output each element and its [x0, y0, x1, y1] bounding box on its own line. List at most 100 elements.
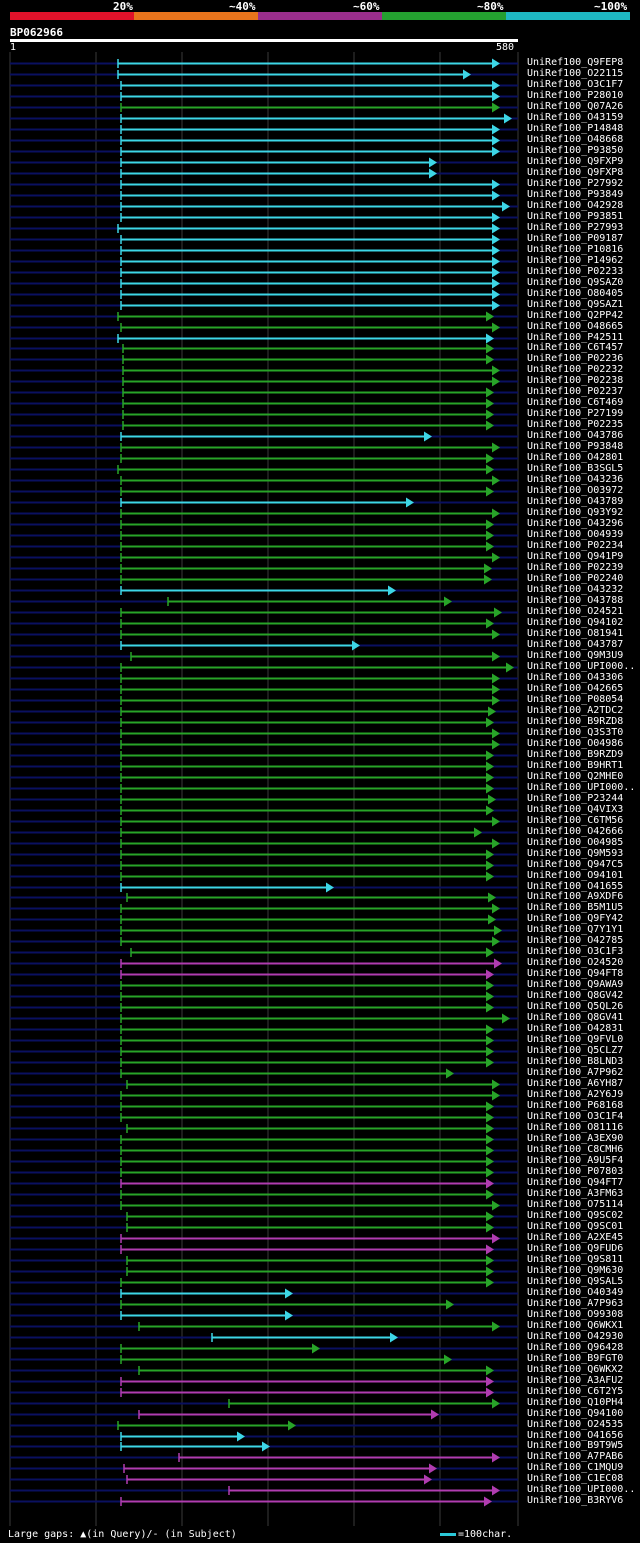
- hit-label[interactable]: UniRef100_O94101: [527, 869, 624, 881]
- hit-label[interactable]: UniRef100_Q2MHE0: [527, 770, 624, 782]
- hit-row[interactable]: UniRef100_Q9SAZ0: [0, 277, 640, 289]
- hit-label[interactable]: UniRef100_A2Y6J9: [527, 1089, 624, 1101]
- hit-label[interactable]: UniRef100_P28010: [527, 89, 624, 101]
- hit-label[interactable]: UniRef100_Q9FY42: [527, 913, 624, 925]
- hit-label[interactable]: UniRef100_Q94FT8: [527, 968, 624, 980]
- hit-label[interactable]: UniRef100_UPI000..: [527, 660, 636, 672]
- hit-label[interactable]: UniRef100_O43159: [527, 111, 624, 123]
- hit-label[interactable]: UniRef100_Q5QL26: [527, 1001, 624, 1013]
- hit-row[interactable]: UniRef100_Q7Y1Y1: [0, 924, 640, 936]
- hit-row[interactable]: UniRef100_O43787: [0, 638, 640, 651]
- hit-label[interactable]: UniRef100_O42666: [527, 825, 624, 837]
- hit-label[interactable]: UniRef100_P27199: [527, 408, 624, 420]
- hit-row[interactable]: UniRef100_P02236: [0, 353, 640, 365]
- hit-label[interactable]: UniRef100_O43788: [527, 595, 624, 607]
- hit-row[interactable]: UniRef100_C8CMH6: [0, 1144, 640, 1156]
- hit-row[interactable]: UniRef100_O43296: [0, 518, 640, 530]
- hit-row[interactable]: UniRef100_C1MQU9: [0, 1462, 640, 1474]
- hit-label[interactable]: UniRef100_C6T457: [527, 342, 624, 354]
- hit-row[interactable]: UniRef100_UPI000..: [0, 660, 640, 673]
- hit-label[interactable]: UniRef100_B8LND3: [527, 1056, 624, 1068]
- hit-row[interactable]: UniRef100_Q9M630: [0, 1265, 640, 1277]
- hit-row[interactable]: UniRef100_Q9SC01: [0, 1221, 640, 1233]
- hit-label[interactable]: UniRef100_Q9FUD6: [527, 1242, 624, 1254]
- hit-label[interactable]: UniRef100_O43787: [527, 638, 624, 650]
- hit-label[interactable]: UniRef100_Q9AWA9: [527, 979, 624, 991]
- hit-row[interactable]: UniRef100_P02237: [0, 386, 640, 398]
- hit-row[interactable]: UniRef100_O42801: [0, 452, 640, 464]
- hit-label[interactable]: UniRef100_Q94102: [527, 616, 624, 628]
- hit-label[interactable]: UniRef100_O3C1F3: [527, 946, 624, 958]
- hit-row[interactable]: UniRef100_O04939: [0, 529, 640, 541]
- hit-label[interactable]: UniRef100_P14848: [527, 122, 624, 134]
- hit-row[interactable]: UniRef100_O24520: [0, 957, 640, 969]
- hit-label[interactable]: UniRef100_P02232: [527, 364, 624, 376]
- hit-label[interactable]: UniRef100_O03972: [527, 485, 624, 497]
- hit-label[interactable]: UniRef100_Q9S811: [527, 1253, 624, 1265]
- hit-row[interactable]: UniRef100_O3C1F4: [0, 1111, 640, 1123]
- hit-label[interactable]: UniRef100_Q9SAL5: [527, 1275, 624, 1287]
- hit-row[interactable]: UniRef100_Q941P9: [0, 551, 640, 563]
- hit-label[interactable]: UniRef100_O24520: [527, 957, 624, 969]
- hit-label[interactable]: UniRef100_O40349: [527, 1286, 624, 1298]
- hit-row[interactable]: UniRef100_Q07A26: [0, 101, 640, 113]
- hit-row[interactable]: UniRef100_Q9AWA9: [0, 979, 640, 991]
- hit-row[interactable]: UniRef100_Q9M3U9: [0, 650, 640, 662]
- hit-row[interactable]: UniRef100_O94101: [0, 869, 640, 882]
- hit-row[interactable]: UniRef100_O41656: [0, 1430, 640, 1442]
- hit-label[interactable]: UniRef100_P68168: [527, 1100, 624, 1112]
- hit-row[interactable]: UniRef100_O81941: [0, 628, 640, 640]
- hit-row[interactable]: UniRef100_P02238: [0, 375, 640, 387]
- hit-label[interactable]: UniRef100_O42785: [527, 935, 624, 947]
- hit-row[interactable]: UniRef100_O43236: [0, 474, 640, 486]
- hit-row[interactable]: UniRef100_Q2PP42: [0, 310, 640, 322]
- hit-label[interactable]: UniRef100_P93849: [527, 188, 624, 200]
- hit-label[interactable]: UniRef100_O43786: [527, 430, 624, 442]
- hit-row[interactable]: UniRef100_B8LND3: [0, 1056, 640, 1068]
- hit-label[interactable]: UniRef100_P02239: [527, 562, 624, 574]
- hit-row[interactable]: UniRef100_O43159: [0, 111, 640, 124]
- hit-row[interactable]: UniRef100_A3FM63: [0, 1188, 640, 1200]
- hit-label[interactable]: UniRef100_Q96428: [527, 1341, 624, 1353]
- hit-row[interactable]: UniRef100_A7PAB6: [0, 1451, 640, 1463]
- hit-row[interactable]: UniRef100_P09187: [0, 232, 640, 245]
- hit-row[interactable]: UniRef100_C1EC08: [0, 1473, 640, 1485]
- hit-label[interactable]: UniRef100_Q93Y92: [527, 507, 624, 519]
- hit-label[interactable]: UniRef100_P02235: [527, 419, 624, 431]
- hit-row[interactable]: UniRef100_C6T457: [0, 342, 640, 354]
- hit-label[interactable]: UniRef100_Q94100: [527, 1407, 624, 1419]
- hit-row[interactable]: UniRef100_P02234: [0, 540, 640, 552]
- hit-label[interactable]: UniRef100_C1MQU9: [527, 1462, 624, 1474]
- hit-row[interactable]: UniRef100_Q9FXP8: [0, 167, 640, 179]
- hit-row[interactable]: UniRef100_Q94FT8: [0, 968, 640, 980]
- hit-label[interactable]: UniRef100_Q941P9: [527, 551, 624, 563]
- hit-row[interactable]: UniRef100_O43788: [0, 595, 640, 607]
- hit-label[interactable]: UniRef100_O43236: [527, 474, 624, 486]
- hit-label[interactable]: UniRef100_Q947C5: [527, 858, 624, 870]
- hit-row[interactable]: UniRef100_Q6WKX1: [0, 1320, 640, 1332]
- hit-row[interactable]: UniRef100_A7P962: [0, 1067, 640, 1079]
- hit-row[interactable]: UniRef100_P10816: [0, 244, 640, 256]
- hit-label[interactable]: UniRef100_A7P963: [527, 1297, 624, 1309]
- hit-row[interactable]: UniRef100_O3C1F7: [0, 79, 640, 91]
- hit-label[interactable]: UniRef100_Q6WKX2: [527, 1363, 624, 1375]
- hit-label[interactable]: UniRef100_Q9FEP8: [527, 57, 624, 68]
- hit-row[interactable]: UniRef100_UPI000..: [0, 1484, 640, 1496]
- hit-label[interactable]: UniRef100_A9U5F4: [527, 1155, 624, 1166]
- hit-row[interactable]: UniRef100_B3RYV6: [0, 1495, 640, 1507]
- hit-row[interactable]: UniRef100_C6T2Y5: [0, 1386, 640, 1398]
- hit-label[interactable]: UniRef100_P02233: [527, 265, 624, 277]
- hit-row[interactable]: UniRef100_P93850: [0, 145, 640, 157]
- hit-row[interactable]: UniRef100_O41655: [0, 881, 640, 893]
- hit-label[interactable]: UniRef100_P09187: [527, 232, 624, 244]
- hit-row[interactable]: UniRef100_O04985: [0, 836, 640, 849]
- hit-label[interactable]: UniRef100_P02234: [527, 540, 624, 552]
- hit-row[interactable]: UniRef100_P14848: [0, 122, 640, 135]
- hit-label[interactable]: UniRef100_O42801: [527, 452, 624, 464]
- hit-label[interactable]: UniRef100_O04985: [527, 836, 624, 848]
- hit-label[interactable]: UniRef100_C8CMH6: [527, 1144, 624, 1156]
- hit-row[interactable]: UniRef100_B9RZD9: [0, 749, 640, 761]
- hit-row[interactable]: UniRef100_Q9M593: [0, 848, 640, 860]
- hit-label[interactable]: UniRef100_B3RYV6: [527, 1495, 624, 1507]
- hit-label[interactable]: UniRef100_P02240: [527, 573, 624, 585]
